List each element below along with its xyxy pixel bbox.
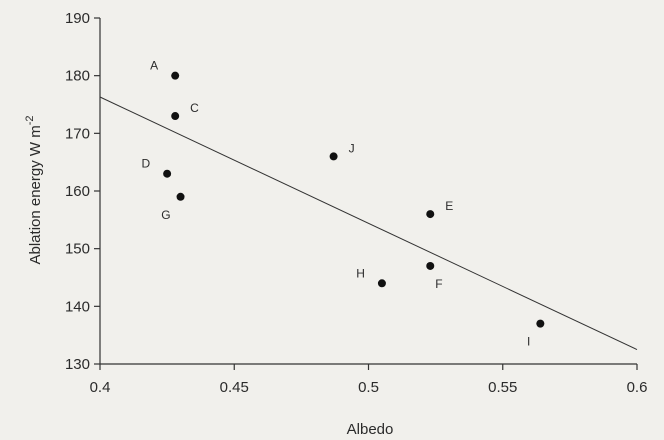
data-point	[171, 112, 180, 121]
points-layer: A C D G J E F H I	[141, 59, 545, 349]
axes: 130 140 150 160 170 180 190 0.4 0.45 0.5 0.55 0.6	[65, 10, 647, 396]
trendline-layer	[99, 96, 638, 351]
trendline	[99, 96, 638, 351]
data-point	[536, 319, 545, 328]
x-axis-title: Albedo	[347, 421, 394, 438]
y-axis-title-main: Ablation energy W m	[27, 125, 44, 264]
data-point	[171, 71, 180, 80]
y-tick-label: 130	[65, 356, 90, 373]
x-tick-label: 0.4	[90, 379, 111, 396]
y-tick-label: 170	[65, 125, 90, 142]
y-tick-label: 160	[65, 183, 90, 200]
y-tick-label: 150	[65, 241, 90, 258]
x-tick-label: 0.6	[627, 379, 648, 396]
x-tick-label: 0.55	[488, 379, 517, 396]
point-label: I	[527, 335, 530, 349]
data-point	[329, 152, 338, 161]
point-label: F	[435, 277, 442, 291]
data-point	[163, 169, 172, 178]
x-tick-label: 0.5	[358, 379, 379, 396]
point-label: H	[356, 266, 365, 280]
data-point	[426, 261, 435, 270]
point-label: J	[349, 141, 355, 155]
y-axis-title-superscript: -2	[24, 115, 36, 125]
point-label: D	[141, 157, 150, 171]
y-tick-label: 180	[65, 68, 90, 85]
point-label: C	[190, 101, 199, 115]
y-tick-label: 190	[65, 10, 90, 27]
point-label: G	[161, 208, 170, 222]
data-point	[426, 210, 435, 219]
x-tick-label: 0.45	[220, 379, 249, 396]
y-tick-label: 140	[65, 298, 90, 315]
point-label: E	[445, 199, 453, 213]
data-point	[377, 279, 386, 288]
y-axis-title: Ablation energy W m-2	[24, 115, 44, 264]
point-label: A	[150, 59, 158, 73]
data-point	[176, 192, 185, 201]
